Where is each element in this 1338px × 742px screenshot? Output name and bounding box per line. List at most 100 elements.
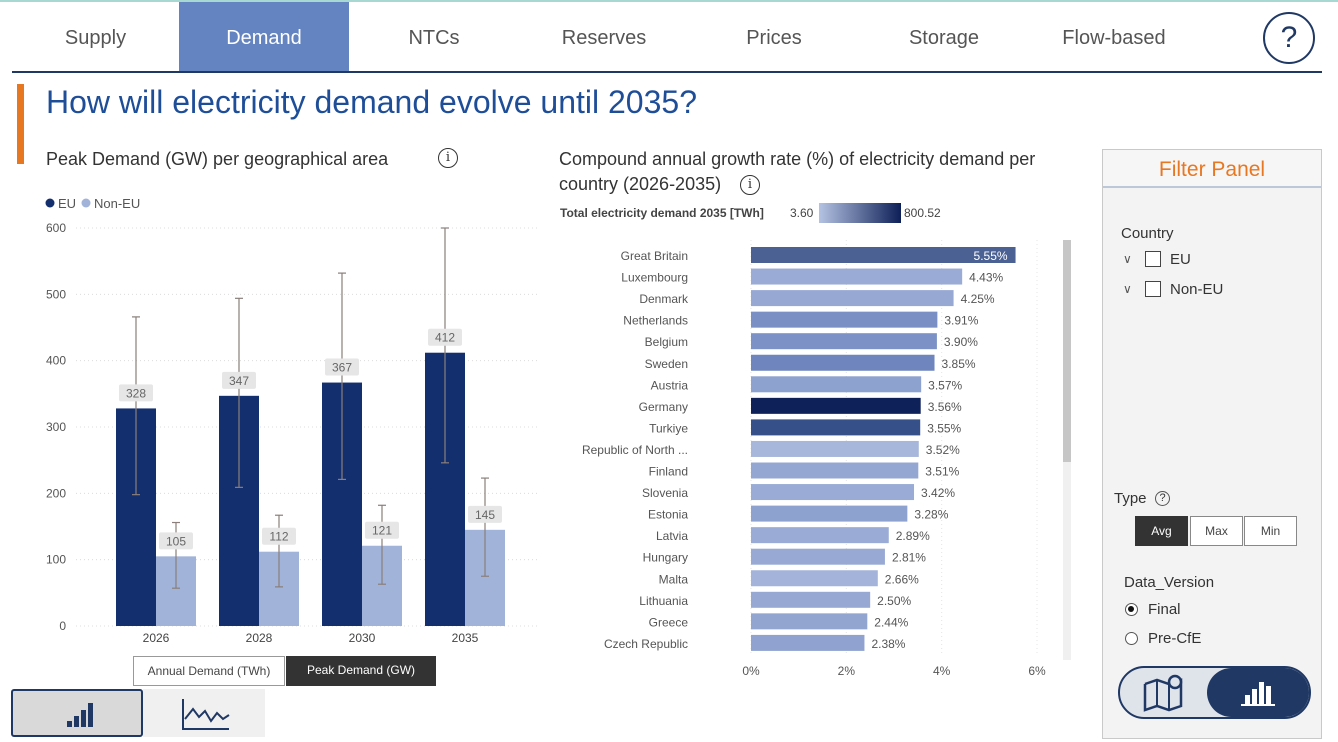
peak-info-icon[interactable]: i: [438, 148, 458, 168]
y-tick-label: 200: [46, 486, 66, 500]
tab-prices[interactable]: Prices: [746, 27, 802, 49]
bar-value-label: 3.52%: [926, 443, 960, 457]
data-label: 112: [269, 530, 288, 544]
chevron-down-icon[interactable]: ∨: [1123, 282, 1132, 296]
country-label: Belgium: [645, 335, 688, 349]
data-label-bg: [222, 371, 256, 389]
bar-value-label: 3.51%: [925, 465, 959, 479]
filter-panel: Filter Panel Country ∨ EU ∨ Non-EU Type …: [1102, 149, 1322, 739]
bar-value-label: 3.42%: [921, 486, 955, 500]
gradient-legend-max: 800.52: [904, 206, 941, 220]
country-bar: [751, 527, 889, 544]
x-tick-label: 2028: [246, 631, 273, 645]
x-tick-label: 2%: [838, 664, 856, 678]
map-icon: [1143, 674, 1183, 712]
tab-demand[interactable]: Demand: [179, 2, 349, 71]
country-non-eu-checkbox[interactable]: [1145, 281, 1161, 297]
bar-value-label: 3.91%: [944, 314, 978, 328]
country-label: Czech Republic: [604, 637, 688, 651]
type-help-icon[interactable]: ?: [1155, 491, 1170, 506]
bar-value-label: 2.66%: [885, 572, 919, 586]
x-tick-label: 2030: [349, 631, 376, 645]
country-eu-checkbox[interactable]: [1145, 251, 1161, 267]
country-bar: [751, 462, 919, 479]
tab-ntcs[interactable]: NTCs: [408, 27, 460, 49]
data-version-final-label[interactable]: Final: [1148, 601, 1181, 618]
bar-value-label: 4.25%: [961, 292, 995, 306]
tab-reserves[interactable]: Reserves: [561, 27, 647, 49]
data-label-bg: [365, 521, 399, 539]
country-bar: [751, 268, 963, 285]
data-version-final-radio[interactable]: [1125, 603, 1138, 616]
country-non-eu-label[interactable]: Non-EU: [1170, 281, 1224, 298]
page-title: How will electricity demand evolve until…: [46, 84, 697, 120]
country-bar: [751, 419, 921, 436]
title-accent-bar: [17, 84, 24, 164]
legend-marker-0: [45, 198, 55, 208]
data-version-precfe-radio[interactable]: [1125, 632, 1138, 645]
bar-view-button[interactable]: [11, 689, 143, 737]
data-label-bg: [262, 527, 296, 545]
gradient-legend-label: Total electricity demand 2035 [TWh]: [560, 206, 764, 220]
country-label: Republic of North ...: [582, 443, 688, 457]
gradient-legend-min: 3.60: [790, 206, 814, 220]
top-border: [0, 0, 1338, 2]
data-label-bg: [468, 505, 502, 523]
data-label-bg: [428, 328, 462, 346]
bar-value-label: 3.90%: [944, 335, 978, 349]
cagr-chart-title-line2: country (2026-2035): [559, 174, 722, 194]
country-bar: [751, 484, 915, 501]
bar-value-label: 3.28%: [914, 508, 948, 522]
type-max-button[interactable]: Max: [1190, 516, 1243, 546]
country-label: Turkiye: [649, 421, 688, 435]
top-nav: Supply Demand NTCs Reserves Prices Stora…: [12, 2, 1322, 73]
type-avg-button[interactable]: Avg: [1135, 516, 1188, 546]
data-label-bg: [119, 384, 153, 402]
bar-chart-icon: [67, 703, 93, 727]
tab-flow-based[interactable]: Flow-based: [1062, 27, 1166, 49]
bar-value-label: 3.57%: [928, 378, 962, 392]
x-tick-label: 4%: [933, 664, 951, 678]
tab-supply[interactable]: Supply: [64, 27, 127, 49]
chevron-down-icon[interactable]: ∨: [1123, 252, 1132, 266]
country-bar: [751, 505, 908, 522]
tab-storage[interactable]: Storage: [908, 27, 980, 49]
country-bar: [751, 570, 878, 587]
country-label: Germany: [639, 400, 688, 414]
bar-value-label: 2.44%: [874, 615, 908, 629]
bar-value-label: 2.89%: [896, 529, 930, 543]
data-label: 328: [126, 386, 146, 400]
bar-value-label: 4.43%: [969, 271, 1003, 285]
country-label: Malta: [659, 572, 689, 586]
help-button[interactable]: ?: [1263, 12, 1315, 64]
country-bar: [751, 376, 922, 393]
peak-demand-toggle[interactable]: Peak Demand (GW): [286, 656, 436, 686]
cagr-info-icon[interactable]: i: [740, 175, 760, 195]
cagr-scrollbar-track[interactable]: [1063, 240, 1071, 660]
filter-panel-title: Filter Panel: [1103, 150, 1321, 188]
data-version-label: Data_Version: [1124, 574, 1215, 591]
bar-value-label: 3.56%: [928, 400, 962, 414]
country-bar: [751, 591, 871, 608]
type-min-button[interactable]: Min: [1244, 516, 1297, 546]
peak-chart-title: Peak Demand (GW) per geographical area: [46, 149, 389, 169]
cagr-scrollbar-thumb[interactable]: [1063, 240, 1071, 462]
y-tick-label: 600: [46, 221, 66, 235]
data-version-precfe-label[interactable]: Pre-CfE: [1148, 630, 1202, 647]
country-bar: [751, 247, 1016, 263]
annual-demand-toggle[interactable]: Annual Demand (TWh): [133, 656, 285, 686]
map-chart-switch[interactable]: [1118, 666, 1311, 719]
y-tick-label: 0: [59, 619, 66, 633]
country-bar: [751, 333, 937, 350]
country-label: Finland: [649, 465, 688, 479]
type-filter-label: Type: [1114, 490, 1147, 507]
data-label: 105: [166, 534, 186, 548]
bar-value-label: 5.55%: [974, 249, 1008, 263]
switch-selected-chart[interactable]: [1207, 668, 1309, 717]
country-eu-label[interactable]: EU: [1170, 251, 1191, 268]
data-label: 367: [332, 361, 352, 375]
country-bar: [751, 397, 921, 414]
line-view-button[interactable]: [143, 689, 265, 737]
country-bar: [751, 354, 935, 371]
x-tick-label: 2026: [143, 631, 170, 645]
